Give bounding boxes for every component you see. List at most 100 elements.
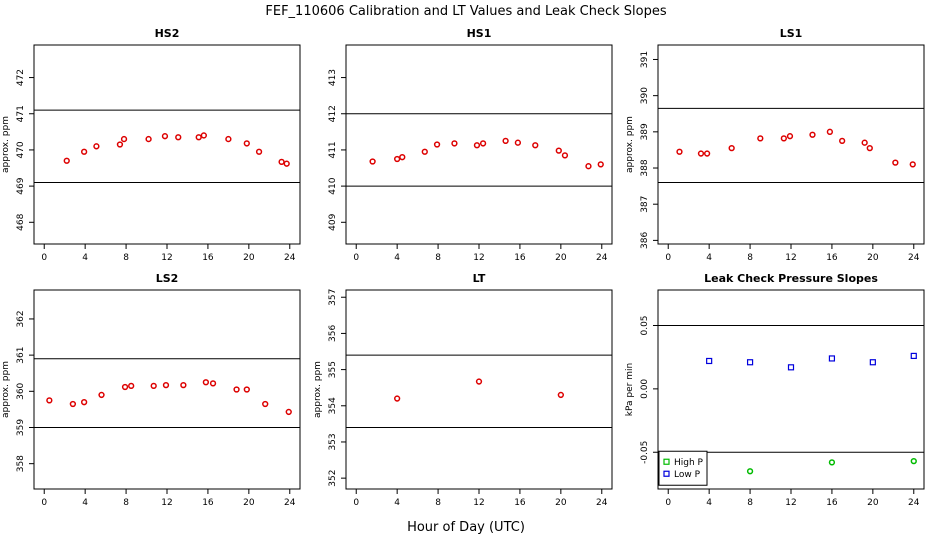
data-point bbox=[473, 142, 481, 149]
legend-label: Low P bbox=[674, 470, 701, 480]
data-point bbox=[451, 140, 458, 147]
data-point bbox=[128, 382, 135, 390]
data-point bbox=[597, 161, 604, 168]
y-axis-label: approx. ppm bbox=[313, 361, 323, 418]
y-tick-label: 412 bbox=[328, 105, 338, 122]
x-tick-label: 8 bbox=[435, 498, 441, 508]
data-point bbox=[116, 141, 124, 148]
x-tick-label: 12 bbox=[161, 498, 172, 508]
y-tick-label: 388 bbox=[640, 159, 650, 176]
panel-ls1: LS1 0 4 8 12 16 20 24 386 387 388 389 390 391 approx. … bbox=[625, 27, 925, 263]
data-point bbox=[910, 352, 917, 360]
x-tick-label: 16 bbox=[826, 253, 838, 263]
y-axis-label: approx. ppm bbox=[1, 116, 11, 173]
x-tick-label: 4 bbox=[82, 253, 88, 263]
x-tick-label: 0 bbox=[665, 253, 671, 263]
y-tick-label: 409 bbox=[328, 213, 338, 230]
data-point bbox=[180, 382, 187, 389]
x-tick-label: 12 bbox=[161, 253, 172, 263]
x-tick-label: 20 bbox=[555, 253, 567, 263]
panel-lt: LT 0 4 8 12 16 20 24 352 353 354 355 356 357 approx. p… bbox=[313, 272, 613, 508]
data-point bbox=[195, 134, 202, 141]
x-tick-label: 20 bbox=[243, 253, 255, 263]
panel-ls2: LS2 0 4 8 12 16 20 24 358 359 360 361 362 approx. ppm bbox=[1, 272, 301, 508]
data-point bbox=[93, 143, 100, 150]
data-point bbox=[121, 383, 129, 391]
data-point bbox=[557, 391, 564, 399]
x-tick-label: 0 bbox=[41, 253, 47, 263]
y-tick-label: 360 bbox=[16, 382, 26, 399]
x-tick-label: 24 bbox=[284, 253, 296, 263]
panel-title: HS2 bbox=[155, 27, 180, 40]
y-tick-label: 352 bbox=[328, 470, 338, 487]
data-point bbox=[555, 147, 562, 154]
x-tick-label: 20 bbox=[867, 253, 879, 263]
data-point bbox=[63, 157, 70, 164]
plot-frame bbox=[33, 289, 301, 490]
data-point bbox=[394, 395, 401, 402]
data-point bbox=[278, 158, 285, 166]
y-tick-label: 362 bbox=[16, 310, 26, 327]
data-point bbox=[809, 131, 816, 138]
data-point bbox=[255, 148, 263, 155]
data-point bbox=[826, 128, 834, 135]
x-tick-label: 0 bbox=[41, 498, 47, 508]
y-tick-label: 356 bbox=[328, 325, 338, 342]
x-tick-label: 24 bbox=[908, 253, 920, 263]
y-tick-label: 353 bbox=[328, 433, 338, 450]
x-tick-label: 20 bbox=[243, 498, 255, 508]
data-point bbox=[479, 140, 487, 147]
data-point bbox=[80, 399, 88, 406]
x-tick-label: 0 bbox=[353, 498, 359, 508]
y-tick-label: 361 bbox=[16, 347, 26, 364]
plot-frame bbox=[657, 44, 925, 245]
data-point bbox=[225, 135, 232, 143]
legend-marker bbox=[663, 458, 670, 465]
data-point bbox=[746, 359, 754, 366]
y-tick-label: 410 bbox=[328, 177, 338, 194]
data-point bbox=[514, 139, 522, 146]
data-point bbox=[828, 459, 836, 466]
x-axis-label: Hour of Day (UTC) bbox=[407, 520, 525, 535]
x-tick-label: 16 bbox=[202, 498, 214, 508]
data-point bbox=[162, 382, 170, 389]
data-point bbox=[262, 400, 269, 408]
y-tick-label: 411 bbox=[328, 141, 338, 158]
data-point bbox=[209, 380, 217, 387]
panel-leak: Leak Check Pressure Slopes 0 4 8 12 16 20 24 -0.… bbox=[625, 272, 925, 508]
x-tick-label: 0 bbox=[353, 253, 359, 263]
y-tick-label: 469 bbox=[16, 177, 26, 194]
x-tick-label: 8 bbox=[747, 498, 753, 508]
panel-hs1: HS1 0 4 8 12 16 20 24 409 410 411 412 413 bbox=[328, 27, 613, 263]
y-tick-label: 468 bbox=[16, 213, 26, 230]
y-tick-label: 472 bbox=[16, 69, 26, 86]
data-point bbox=[909, 161, 916, 168]
panels: HS2 0 4 8 12 16 20 24 468 469 470 471 472 approx. ppm… bbox=[1, 27, 925, 508]
data-point bbox=[421, 148, 428, 155]
data-point bbox=[399, 154, 406, 161]
data-point bbox=[98, 391, 105, 399]
legend: High P Low P bbox=[658, 450, 708, 486]
data-point bbox=[780, 135, 787, 142]
figure-title: FEF_110606 Calibration and LT Values and… bbox=[265, 4, 666, 19]
data-point bbox=[394, 155, 401, 163]
panel-title: HS1 bbox=[467, 27, 492, 40]
data-point bbox=[869, 359, 876, 366]
y-tick-label: 358 bbox=[16, 455, 26, 472]
data-point bbox=[561, 152, 569, 159]
legend-box bbox=[658, 450, 708, 486]
data-point bbox=[475, 378, 483, 385]
data-point bbox=[46, 397, 53, 404]
x-tick-label: 16 bbox=[514, 498, 526, 508]
data-point bbox=[80, 148, 88, 155]
x-tick-label: 16 bbox=[514, 253, 526, 263]
data-point bbox=[866, 144, 873, 152]
y-tick-label: 470 bbox=[16, 141, 26, 158]
data-point bbox=[120, 135, 128, 143]
x-tick-label: 12 bbox=[473, 498, 484, 508]
data-point bbox=[175, 134, 182, 141]
y-axis-label: kPa per min bbox=[625, 363, 635, 416]
x-tick-label: 12 bbox=[473, 253, 484, 263]
data-point bbox=[369, 158, 376, 165]
